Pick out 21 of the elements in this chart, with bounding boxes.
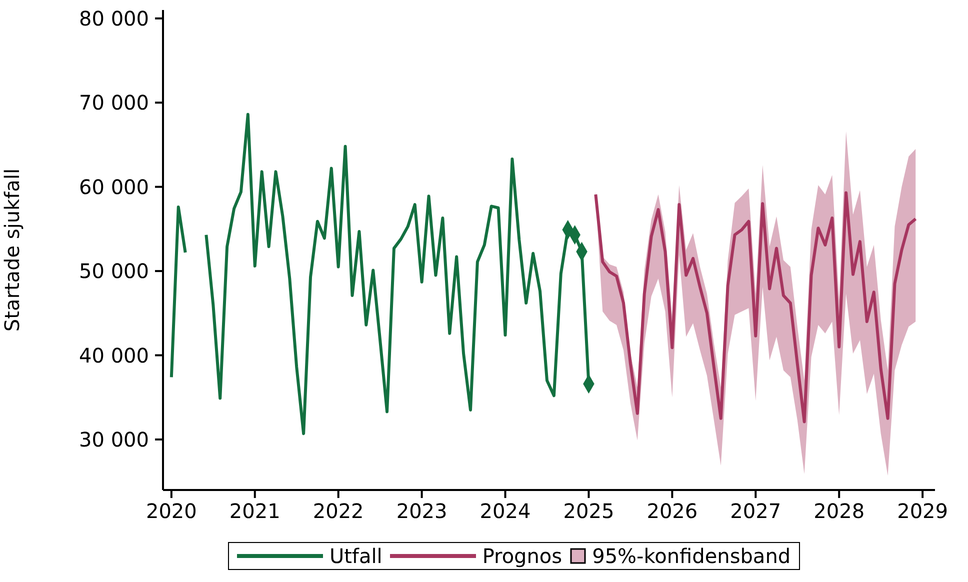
y-tick-label: 60 000: [79, 174, 149, 199]
x-tick-label: 2024: [480, 499, 531, 524]
x-tick-label: 2023: [396, 499, 448, 524]
legend-label: 95%-konfidensband: [592, 544, 791, 568]
x-tick-label: 2027: [730, 499, 782, 524]
x-tick-label: 2022: [312, 499, 364, 524]
x-tick-label: 2025: [563, 499, 614, 524]
x-tick-label: 2026: [646, 499, 698, 524]
x-tick-label: 2021: [229, 499, 280, 524]
y-tick-label: 80 000: [79, 6, 149, 31]
y-axis-title: Startade sjukfall: [0, 168, 24, 332]
y-tick-label: 50 000: [79, 259, 149, 284]
legend-label: Prognos: [482, 544, 562, 568]
x-tick-label: 2020: [146, 499, 197, 524]
y-tick-label: 30 000: [79, 428, 149, 452]
y-tick-label: 70 000: [79, 90, 149, 115]
legend-label: Utfall: [329, 544, 382, 568]
y-tick-label: 40 000: [79, 343, 149, 368]
x-tick-label: 2028: [814, 499, 865, 524]
line-series: [594, 191, 918, 424]
x-tick-label: 2029: [897, 499, 948, 524]
